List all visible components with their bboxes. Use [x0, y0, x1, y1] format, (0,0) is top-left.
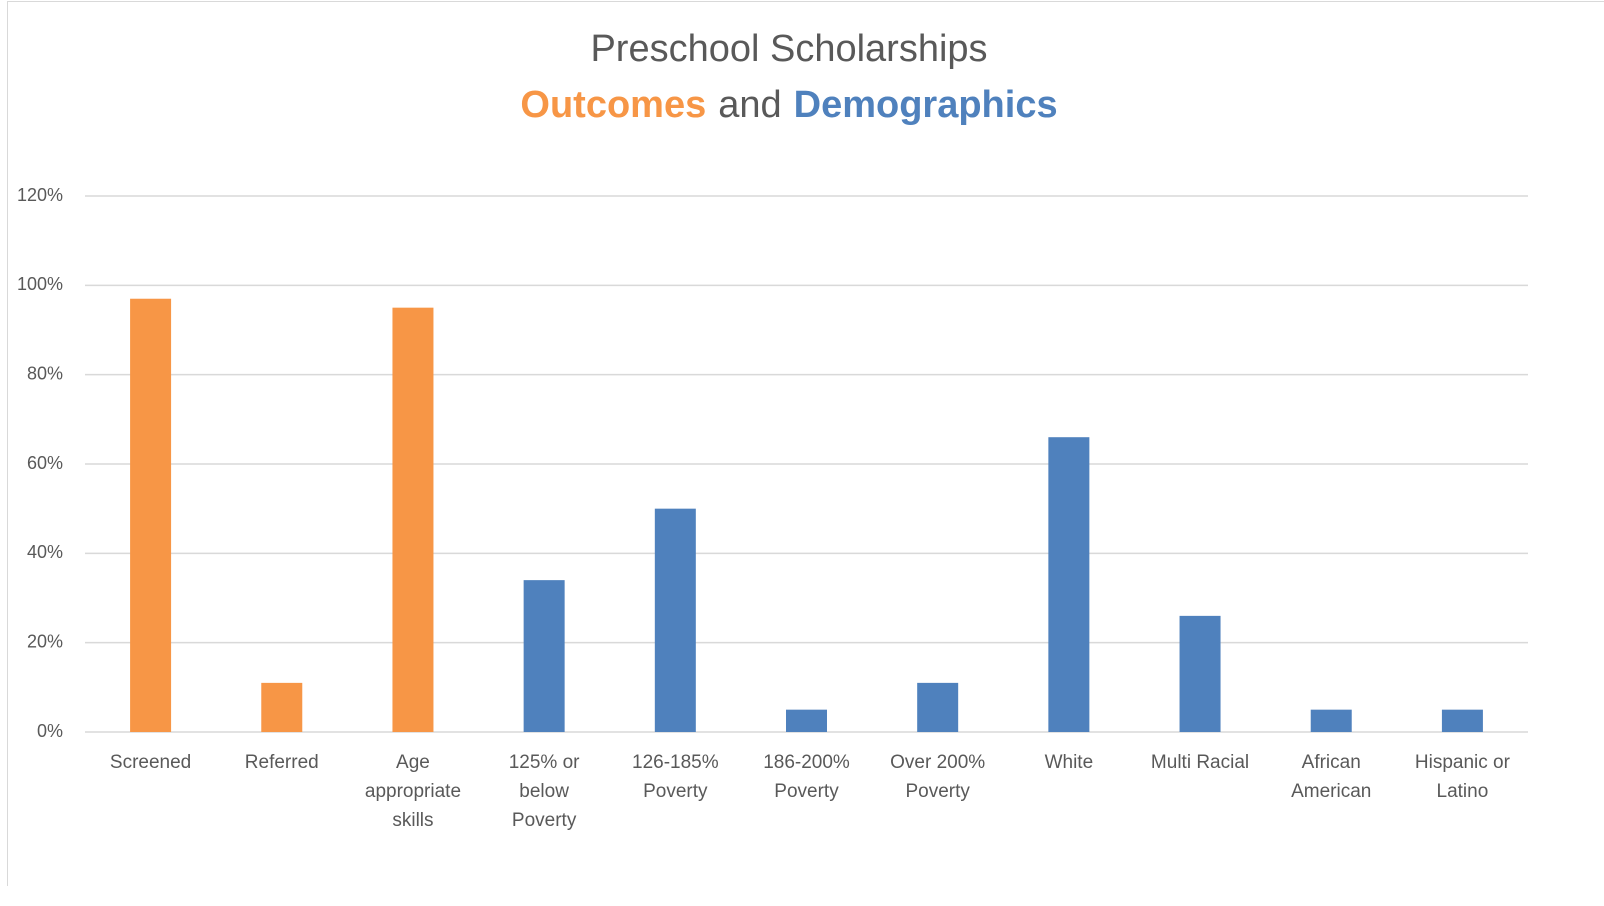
subtitle-part: Outcomes: [520, 84, 707, 126]
bar: [917, 682, 959, 732]
y-tick-label: 60%: [27, 453, 63, 473]
y-tick-label: 0%: [37, 721, 63, 741]
y-tick-label: 80%: [27, 363, 63, 383]
bar: [1441, 709, 1483, 732]
bar: [786, 709, 827, 732]
x-tick-label: White: [1044, 752, 1094, 773]
y-tick-label: 20%: [27, 631, 63, 651]
bar: [1179, 615, 1221, 732]
subtitle-part: and: [718, 84, 782, 126]
x-tick-label: Hispanic or Latino: [1414, 752, 1510, 802]
x-tick-label: African American: [1291, 752, 1372, 802]
bar: [392, 307, 434, 732]
bar: [1310, 709, 1352, 732]
y-tick-label: 120%: [17, 185, 63, 205]
bar: [1048, 437, 1090, 732]
x-tick-label: 125% or below Poverty: [508, 752, 580, 831]
bar: [654, 508, 696, 732]
x-tick-label: Multi Racial: [1150, 752, 1250, 773]
y-tick-label: 100%: [17, 274, 63, 294]
chart-title: Preschool Scholarships: [590, 28, 988, 70]
x-tick-label: Referred: [244, 752, 319, 773]
bar: [523, 580, 565, 732]
x-tick-label: Screened: [109, 752, 192, 773]
bar: [130, 298, 172, 732]
chart-subtitle: Outcomes and Demographics: [0, 84, 1578, 127]
bar: [261, 682, 303, 732]
x-tick-label: 126-185% Poverty: [632, 752, 719, 802]
x-tick-label: 186-200% Poverty: [763, 752, 850, 802]
x-tick-label: Age appropriate skills: [364, 752, 462, 831]
subtitle-part: Demographics: [793, 84, 1058, 126]
x-tick-label: Over 200% Poverty: [890, 752, 986, 802]
chart-frame: [7, 1, 1604, 886]
y-tick-label: 40%: [27, 542, 63, 562]
